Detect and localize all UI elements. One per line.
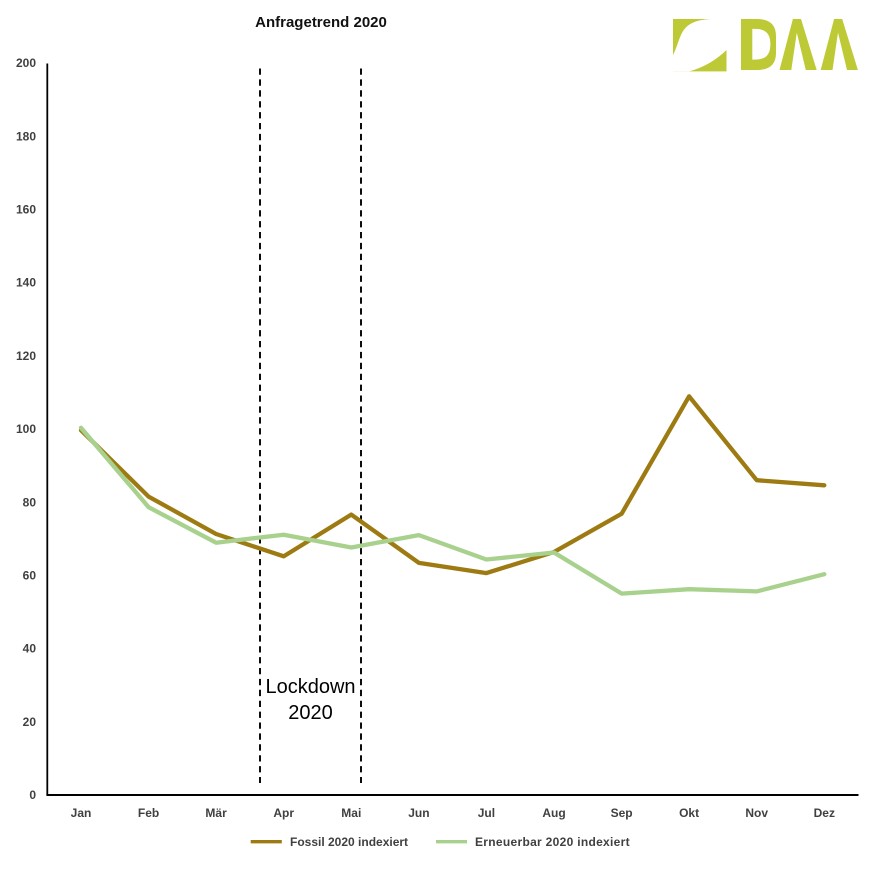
svg-text:Erneuerbar 2020 indexiert: Erneuerbar 2020 indexiert [475,835,630,849]
svg-text:20: 20 [23,715,37,729]
svg-text:80: 80 [23,495,37,509]
svg-text:140: 140 [16,276,36,290]
svg-text:120: 120 [16,349,36,363]
svg-text:40: 40 [23,642,37,656]
svg-text:Aug: Aug [542,806,565,820]
svg-text:60: 60 [23,569,37,583]
svg-text:Okt: Okt [679,806,699,820]
svg-text:100: 100 [16,422,36,436]
svg-text:Jul: Jul [478,806,495,820]
svg-text:Jun: Jun [408,806,429,820]
svg-text:Sep: Sep [611,806,633,820]
svg-text:Fossil 2020 indexiert: Fossil 2020 indexiert [290,835,408,849]
svg-text:Anfragetrend 2020: Anfragetrend 2020 [255,14,387,31]
svg-text:Mai: Mai [341,806,361,820]
svg-text:Dez: Dez [814,806,835,820]
svg-text:Lockdown: Lockdown [265,676,355,698]
svg-text:0: 0 [29,788,36,802]
svg-text:Nov: Nov [745,806,768,820]
svg-text:2020: 2020 [288,702,333,724]
svg-text:Mär: Mär [205,806,227,820]
svg-text:180: 180 [16,129,36,143]
svg-text:200: 200 [16,56,36,70]
svg-text:160: 160 [16,203,36,217]
svg-text:Feb: Feb [138,806,159,820]
svg-text:Jan: Jan [71,806,92,820]
svg-text:Apr: Apr [273,806,294,820]
